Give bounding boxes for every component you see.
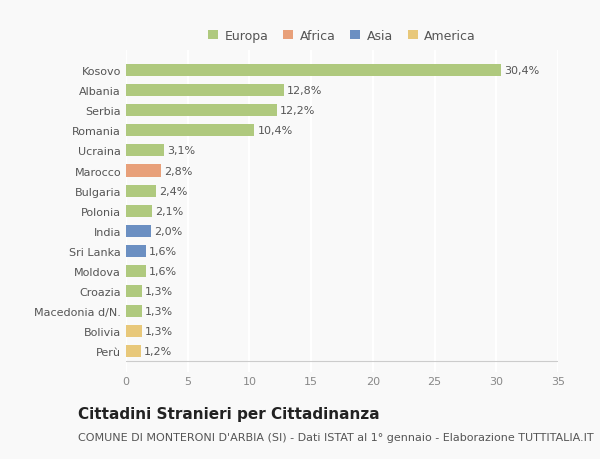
Text: 1,3%: 1,3% — [145, 286, 173, 296]
Text: 1,3%: 1,3% — [145, 306, 173, 316]
Bar — [126, 145, 164, 157]
Text: Cittadini Stranieri per Cittadinanza: Cittadini Stranieri per Cittadinanza — [78, 406, 380, 421]
Bar — [126, 285, 142, 297]
Bar — [126, 245, 146, 257]
Bar — [126, 125, 254, 137]
Bar — [126, 205, 152, 217]
Bar — [126, 305, 142, 317]
Bar — [126, 85, 284, 97]
Text: 2,8%: 2,8% — [164, 166, 192, 176]
Bar — [126, 105, 277, 117]
Text: 1,6%: 1,6% — [149, 246, 177, 256]
Bar — [126, 65, 501, 77]
Text: 30,4%: 30,4% — [505, 66, 539, 76]
Text: 2,4%: 2,4% — [159, 186, 187, 196]
Bar — [126, 185, 155, 197]
Text: 3,1%: 3,1% — [167, 146, 196, 156]
Text: 12,8%: 12,8% — [287, 86, 322, 96]
Legend: Europa, Africa, Asia, America: Europa, Africa, Asia, America — [203, 25, 481, 48]
Text: 1,6%: 1,6% — [149, 266, 177, 276]
Text: 1,3%: 1,3% — [145, 326, 173, 336]
Bar — [126, 225, 151, 237]
Bar — [126, 345, 141, 357]
Bar — [126, 325, 142, 337]
Bar — [126, 165, 161, 177]
Text: 2,0%: 2,0% — [154, 226, 182, 236]
Text: 1,2%: 1,2% — [144, 346, 172, 356]
Text: 10,4%: 10,4% — [257, 126, 293, 136]
Bar — [126, 265, 146, 277]
Text: 12,2%: 12,2% — [280, 106, 315, 116]
Text: COMUNE DI MONTERONI D'ARBIA (SI) - Dati ISTAT al 1° gennaio - Elaborazione TUTTI: COMUNE DI MONTERONI D'ARBIA (SI) - Dati … — [78, 432, 593, 442]
Text: 2,1%: 2,1% — [155, 206, 183, 216]
